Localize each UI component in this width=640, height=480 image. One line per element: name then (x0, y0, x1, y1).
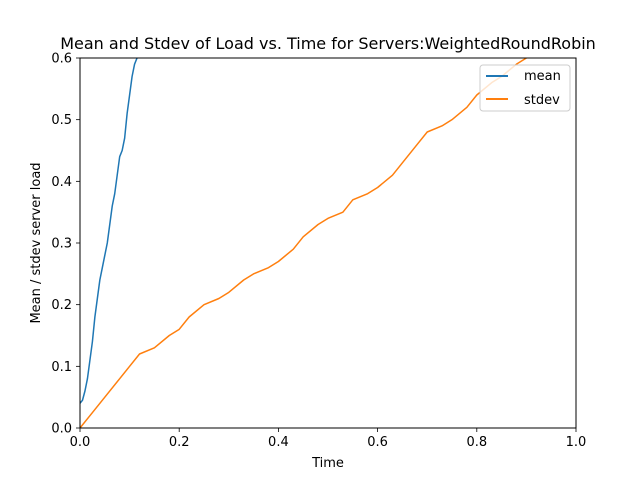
x-tick-label: 0.0 (70, 435, 91, 450)
chart-title: Mean and Stdev of Load vs. Time for Serv… (60, 34, 596, 53)
y-tick-label: 0.0 (51, 422, 72, 437)
legend-label-mean: mean (524, 69, 561, 84)
x-tick-label: 0.8 (466, 435, 487, 450)
legend: mean stdev (479, 64, 571, 112)
y-tick-label: 0.1 (51, 360, 72, 375)
x-tick-label: 1.0 (566, 435, 587, 450)
x-tick-label: 0.2 (169, 435, 190, 450)
series-line-stdev (80, 58, 527, 428)
y-tick-label: 0.3 (51, 237, 72, 252)
y-tick-label: 0.6 (51, 52, 72, 67)
y-tick-label: 0.4 (51, 175, 72, 190)
x-axis: 0.0 0.2 0.4 0.6 0.8 1.0 (70, 428, 587, 450)
series-line-mean (80, 58, 138, 404)
x-tick-label: 0.4 (268, 435, 289, 450)
y-tick-label: 0.2 (51, 298, 72, 313)
x-tick-label: 0.6 (367, 435, 388, 450)
y-axis-label: Mean / stdev server load (29, 162, 44, 323)
series-layer (80, 58, 527, 428)
y-axis: 0.0 0.1 0.2 0.3 0.4 0.5 0.6 (51, 52, 80, 437)
x-axis-label: Time (311, 456, 344, 471)
legend-label-stdev: stdev (524, 93, 560, 108)
y-tick-label: 0.5 (51, 113, 72, 128)
